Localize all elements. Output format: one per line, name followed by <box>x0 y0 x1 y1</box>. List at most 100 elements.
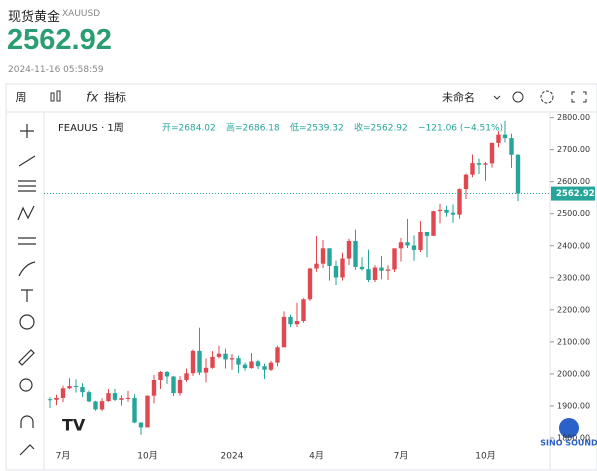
candle-body <box>210 356 215 368</box>
candle-body <box>366 269 371 281</box>
candle-body <box>158 371 163 380</box>
fullscreen-icon[interactable] <box>571 91 587 103</box>
candle-body <box>353 240 358 267</box>
candle-body <box>405 242 410 246</box>
candle-body <box>138 422 144 428</box>
candle-body <box>340 258 345 278</box>
candle-body <box>190 350 196 374</box>
last-price-box <box>551 186 595 201</box>
candle-body <box>502 134 508 139</box>
layout-button[interactable]: 未命名 <box>442 90 475 104</box>
candle-body <box>411 245 417 250</box>
price: 2562.92 <box>7 24 112 56</box>
legend-open: 开=2684.02 <box>162 123 216 134</box>
candle-body <box>359 266 365 270</box>
candle-body <box>346 240 352 259</box>
candle-body <box>463 174 469 190</box>
x-tick-label: 10月 <box>475 451 495 462</box>
magnet-tool[interactable] <box>20 415 34 428</box>
candle-body <box>379 267 384 271</box>
candle-body <box>307 268 313 300</box>
candle-body <box>236 358 241 365</box>
legend-high: 高=2686.18 <box>226 122 280 134</box>
candle-body <box>184 373 189 380</box>
candle-body <box>197 350 202 373</box>
line-tool[interactable] <box>18 155 36 167</box>
candle-body <box>509 138 514 155</box>
frame <box>5 83 597 471</box>
x-tick-label: 2024 <box>221 452 244 462</box>
candle-body <box>444 209 449 213</box>
candle-body <box>333 265 339 278</box>
candle-body <box>203 367 209 373</box>
lock-tool[interactable] <box>19 444 35 456</box>
candle-body <box>320 248 326 264</box>
candle-body <box>99 401 105 410</box>
last-price-label: 2562.92 <box>556 189 595 199</box>
candle-body <box>93 401 98 410</box>
indicators-button[interactable]: 指标 <box>104 90 126 104</box>
forecast-tool[interactable] <box>18 237 36 245</box>
candle-body <box>177 379 183 394</box>
pattern-tool[interactable] <box>17 205 35 221</box>
candle-body <box>223 353 228 360</box>
y-tick-label: 2700.00 <box>557 145 590 154</box>
candle-body <box>255 361 261 367</box>
candle-body <box>112 393 118 400</box>
y-tick-label: 2000.00 <box>557 369 590 378</box>
tv-logo: TV <box>62 416 86 435</box>
x-tick-label: 7月 <box>394 451 409 462</box>
candle-body <box>372 267 378 281</box>
candle-body <box>450 212 456 215</box>
candle-body <box>171 376 176 394</box>
candle-body <box>398 242 404 249</box>
candle-body <box>392 248 397 270</box>
fx-icon[interactable]: fx <box>86 91 99 106</box>
crosshair-tool[interactable] <box>20 124 34 138</box>
candle-body <box>515 154 521 194</box>
x-tick-label: 10月 <box>137 451 157 462</box>
candle-body <box>418 231 423 250</box>
legend-symbol: FEAUUS · 1周 <box>58 122 124 134</box>
y-tick-label: 2600.00 <box>557 177 590 186</box>
y-tick-label: 2200.00 <box>557 305 590 314</box>
candle-body <box>67 386 72 389</box>
candle-body <box>125 397 131 399</box>
legend-close: 收=2562.92 <box>354 122 408 134</box>
candle-body <box>424 231 430 236</box>
legend-change: −121.06 (−4.51%) <box>418 124 503 134</box>
candle-icon[interactable] <box>50 90 61 102</box>
dropdown-icon[interactable] <box>493 95 501 100</box>
candle-body <box>483 163 488 165</box>
candle-body <box>294 321 300 325</box>
candle-body <box>496 134 501 143</box>
candle-body <box>489 142 495 164</box>
x-tick-label: 4月 <box>309 451 324 462</box>
y-tick-label: 2500.00 <box>557 209 590 218</box>
measure-tool[interactable] <box>18 349 35 366</box>
candle-body <box>275 347 280 363</box>
candle-body <box>268 362 274 370</box>
candle-body <box>60 388 66 398</box>
y-tick-label: 2800.00 <box>557 113 590 122</box>
text-tool[interactable] <box>21 289 33 302</box>
brush-tool[interactable] <box>18 261 36 277</box>
search-icon[interactable] <box>512 91 524 103</box>
candle-body <box>327 248 332 266</box>
zoom-tool[interactable] <box>19 378 33 392</box>
candle-body <box>385 269 391 271</box>
interval-button[interactable]: 周 <box>16 91 27 104</box>
candle-body <box>437 209 443 212</box>
candle-body <box>216 353 222 357</box>
candle-body <box>249 361 254 369</box>
y-tick-label: 1800.00 <box>557 433 590 442</box>
candle-body <box>151 379 157 396</box>
y-tick-label: 1900.00 <box>557 401 590 410</box>
settings-icon[interactable] <box>540 90 554 104</box>
candle-body <box>145 395 150 428</box>
candle-body <box>476 163 482 165</box>
candle-body <box>281 316 287 348</box>
fib-tool[interactable] <box>18 180 36 192</box>
emoji-tool[interactable] <box>19 314 35 330</box>
legend-low: 低=2539.32 <box>290 122 344 134</box>
